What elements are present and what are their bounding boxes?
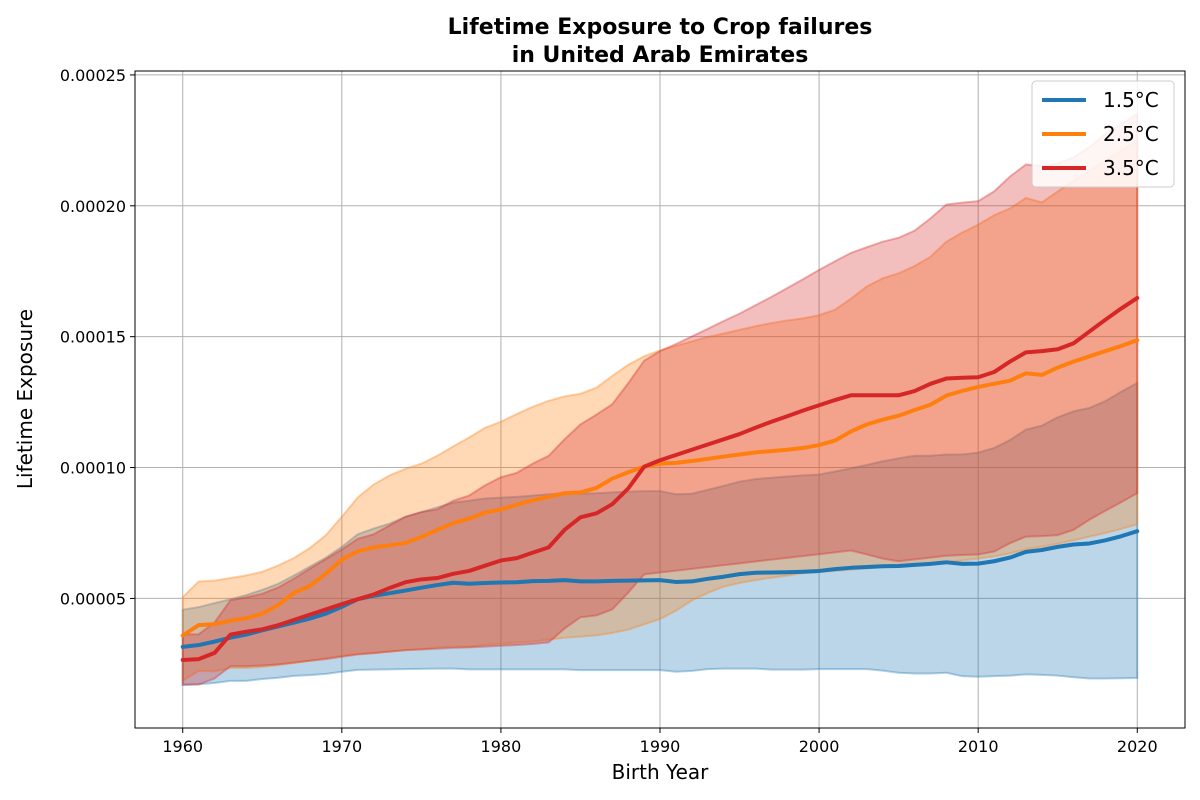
legend-label-1-5c: 1.5°C bbox=[1103, 88, 1159, 112]
x-axis-ticks: 1960 1970 1980 1990 2000 2010 2020 bbox=[162, 728, 1158, 756]
x-tick-label: 2000 bbox=[799, 737, 840, 756]
legend-label-3-5c: 3.5°C bbox=[1103, 156, 1159, 180]
y-axis-label: Lifetime Exposure bbox=[13, 309, 37, 489]
x-tick-label: 2020 bbox=[1117, 737, 1158, 756]
y-axis-ticks: 0.00005 0.00010 0.00015 0.00020 0.00025 bbox=[60, 66, 135, 608]
line-1-5-c bbox=[180, 529, 1140, 649]
y-tick-label: 0.00005 bbox=[60, 589, 126, 608]
x-tick-label: 1990 bbox=[640, 737, 681, 756]
band-3-5-c bbox=[181, 111, 1139, 686]
legend-box bbox=[1031, 80, 1175, 188]
band-1-5-c bbox=[181, 381, 1139, 686]
y-tick-label: 0.00010 bbox=[60, 459, 126, 478]
grid bbox=[135, 71, 1185, 728]
y-tick-label: 0.00020 bbox=[60, 197, 126, 216]
band-2-5-c bbox=[181, 139, 1139, 683]
line-2-5-c bbox=[180, 338, 1140, 638]
x-tick-label: 1960 bbox=[162, 737, 203, 756]
legend-label-2-5c: 2.5°C bbox=[1103, 122, 1159, 146]
confidence-bands bbox=[181, 111, 1139, 686]
x-tick-label: 2010 bbox=[958, 737, 999, 756]
chart-title-line-1: Lifetime Exposure to Crop failures bbox=[448, 15, 873, 40]
y-tick-label: 0.00025 bbox=[60, 66, 126, 85]
y-tick-label: 0.00015 bbox=[60, 328, 126, 347]
chart-title-line-2: in United Arab Emirates bbox=[512, 43, 809, 68]
x-tick-label: 1980 bbox=[481, 737, 522, 756]
line-3-5-c bbox=[180, 295, 1140, 662]
x-tick-label: 1970 bbox=[321, 737, 362, 756]
series-lines bbox=[180, 295, 1140, 662]
x-axis-label: Birth Year bbox=[612, 760, 709, 784]
legend: 1.5°C 2.5°C 3.5°C bbox=[1031, 80, 1175, 188]
